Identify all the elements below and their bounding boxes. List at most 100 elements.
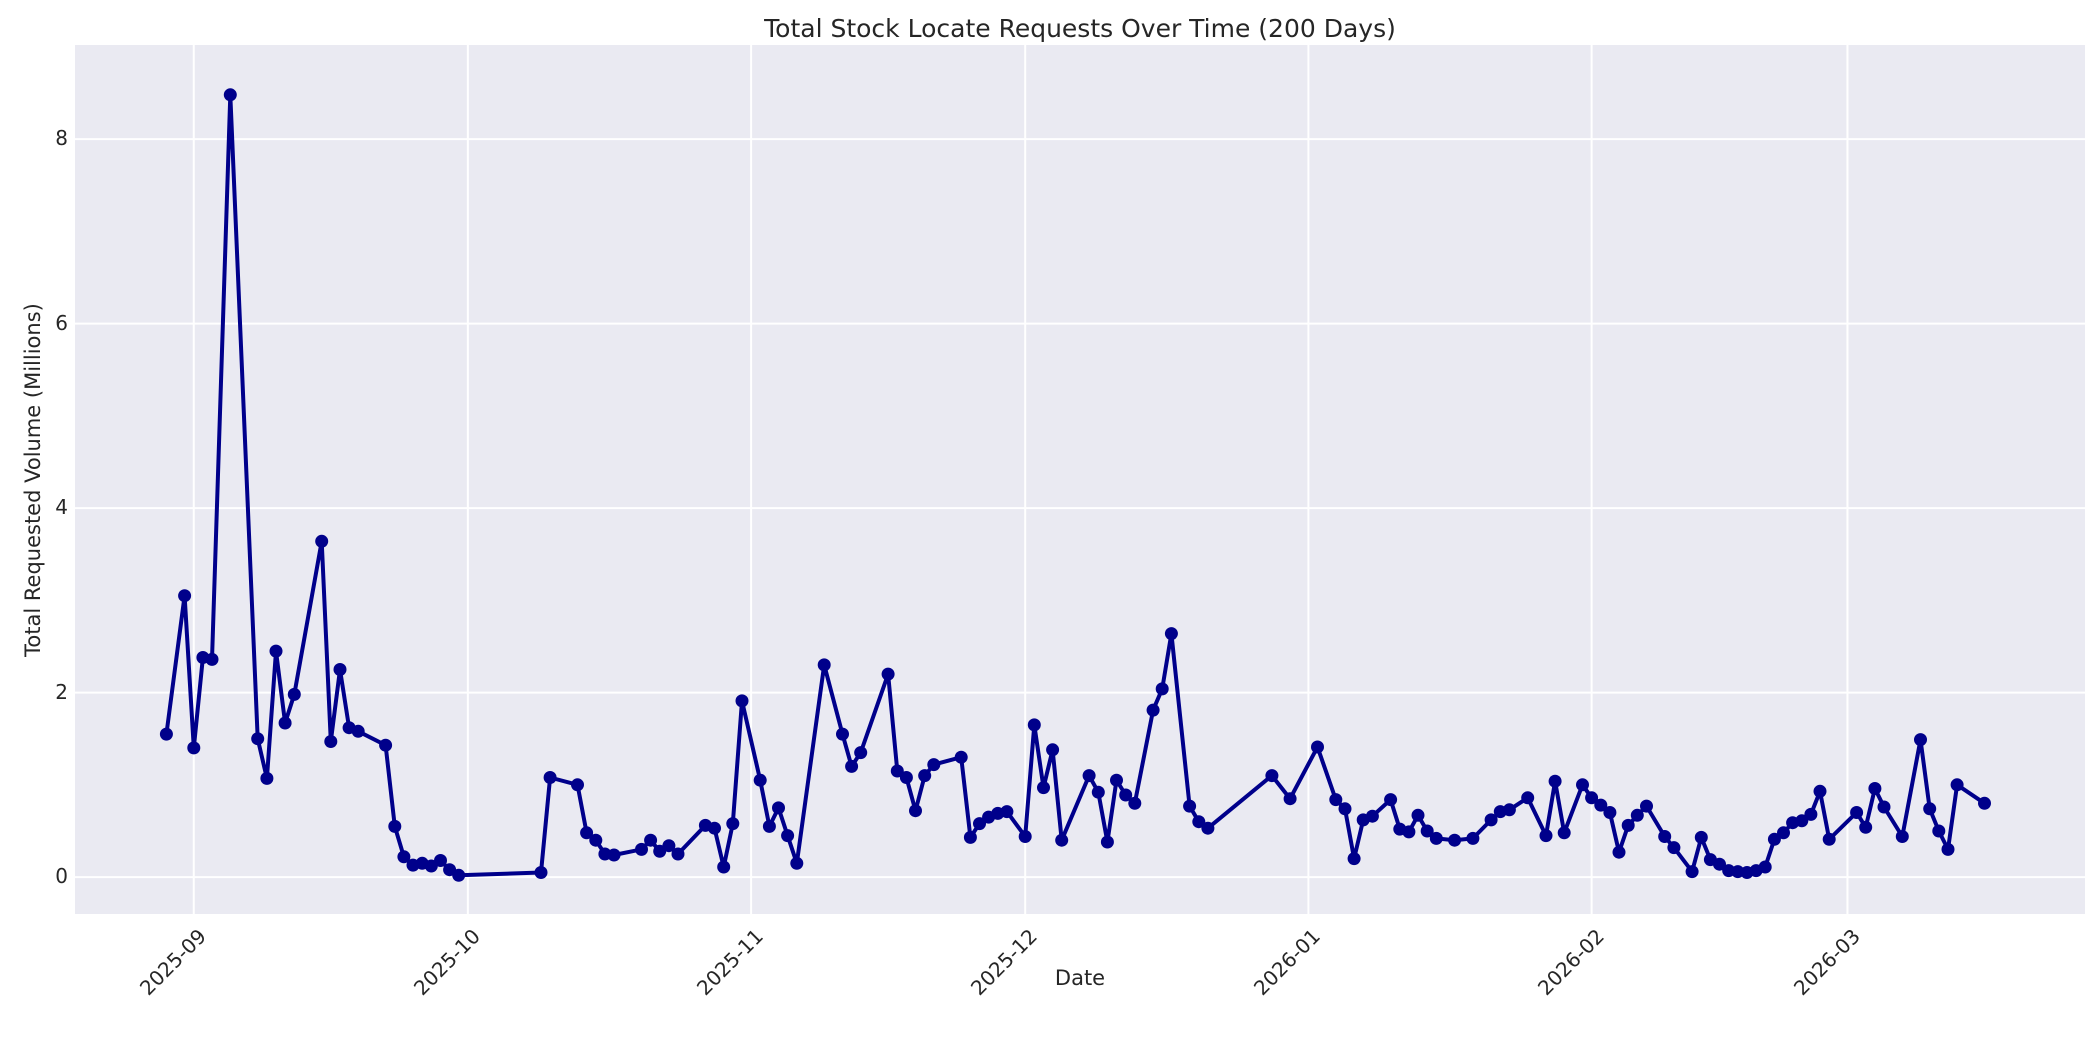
data-point-marker	[1027, 718, 1041, 732]
data-point-marker	[251, 732, 265, 746]
data-point-marker	[644, 833, 658, 847]
data-point-marker	[708, 821, 721, 835]
data-point-marker	[178, 589, 192, 603]
data-point-marker	[278, 716, 292, 730]
data-point-marker	[781, 829, 795, 843]
data-point-marker	[1658, 830, 1672, 843]
data-point-marker	[589, 833, 603, 847]
data-point-marker	[1128, 796, 1142, 810]
data-point-marker	[753, 773, 767, 787]
data-point-marker	[1777, 826, 1790, 840]
data-point-marker	[918, 769, 932, 783]
data-point-marker	[543, 771, 557, 784]
data-point-marker	[973, 817, 986, 831]
data-point-marker	[1795, 814, 1809, 828]
data-point-marker	[890, 764, 904, 778]
data-point-marker	[836, 727, 849, 741]
data-point-marker	[1612, 845, 1626, 859]
data-point-marker	[1338, 802, 1352, 816]
data-point-marker	[1283, 792, 1297, 806]
data-point-marker	[1411, 808, 1425, 822]
data-point-marker	[1685, 865, 1699, 879]
y-tick-label: 4	[55, 494, 68, 519]
data-point-marker	[388, 819, 402, 833]
data-point-marker	[1384, 793, 1398, 807]
data-point-marker	[1585, 791, 1599, 805]
y-tick-label: 0	[55, 863, 68, 888]
data-point-marker	[1630, 808, 1644, 822]
data-point-marker	[790, 856, 804, 870]
data-point-marker	[1950, 778, 1964, 792]
data-point-marker	[1429, 831, 1443, 845]
data-point-marker	[899, 771, 913, 784]
data-point-marker	[1192, 815, 1206, 829]
data-point-marker	[260, 771, 274, 785]
data-point-marker	[1000, 805, 1014, 819]
y-tick-label: 2	[55, 679, 68, 704]
data-point-marker	[1713, 857, 1726, 871]
data-point-marker	[1850, 806, 1864, 819]
data-point-marker	[1402, 825, 1416, 839]
data-point-marker	[1539, 829, 1553, 843]
data-point-marker	[287, 687, 301, 701]
data-point-marker	[671, 847, 685, 861]
data-point-marker	[845, 759, 859, 773]
data-point-marker	[223, 88, 237, 102]
data-point-marker	[1914, 733, 1927, 747]
data-point-marker	[1055, 833, 1069, 847]
data-point-marker	[1420, 824, 1434, 838]
data-point-marker	[762, 819, 776, 833]
data-point-marker	[1183, 799, 1197, 813]
data-point-marker	[1502, 803, 1516, 817]
data-point-marker	[1521, 791, 1535, 805]
data-point-marker	[1265, 769, 1279, 783]
data-point-marker	[1667, 841, 1681, 855]
data-point-marker	[205, 652, 219, 666]
data-point-marker	[1329, 793, 1343, 807]
y-tick-label: 8	[55, 125, 68, 150]
data-point-marker	[1804, 807, 1818, 821]
data-point-marker	[1557, 826, 1571, 840]
data-point-marker	[1640, 799, 1653, 813]
data-point-marker	[1091, 785, 1105, 799]
data-point-marker	[735, 694, 749, 708]
data-point-marker	[726, 817, 740, 831]
data-point-marker	[1119, 788, 1133, 802]
y-axis-label: Total Requested Volume (Millions)	[21, 303, 45, 657]
data-point-marker	[1813, 784, 1827, 798]
data-point-marker	[1082, 769, 1096, 783]
data-point-marker	[1155, 682, 1169, 696]
data-point-marker	[1164, 627, 1178, 641]
data-point-marker	[1758, 860, 1772, 874]
data-point-marker	[881, 667, 895, 681]
data-point-marker	[1694, 830, 1708, 844]
data-point-marker	[324, 735, 338, 748]
data-point-marker	[1941, 842, 1955, 856]
data-point-marker	[1978, 796, 1991, 810]
y-tick-label: 6	[55, 310, 68, 335]
data-point-marker	[1347, 852, 1361, 866]
data-point-marker	[1201, 821, 1215, 835]
data-point-marker	[315, 534, 329, 548]
data-point-marker	[1365, 809, 1379, 823]
data-point-marker	[1859, 820, 1873, 834]
data-point-marker	[635, 842, 648, 856]
data-point-marker	[1822, 832, 1836, 846]
data-point-marker	[1621, 818, 1635, 832]
data-point-marker	[1100, 835, 1114, 849]
data-point-marker	[1603, 806, 1617, 819]
data-point-marker	[909, 804, 922, 818]
data-point-marker	[269, 644, 283, 658]
data-point-marker	[534, 866, 548, 879]
data-point-marker	[1046, 743, 1060, 757]
data-point-marker	[159, 727, 173, 741]
data-point-marker	[954, 750, 968, 764]
data-point-marker	[1110, 773, 1123, 787]
data-point-marker	[580, 826, 594, 840]
data-point-marker	[1868, 782, 1882, 795]
data-point-marker	[1594, 798, 1608, 812]
plot-background	[75, 45, 2085, 914]
data-point-marker	[1767, 832, 1781, 846]
data-point-marker	[1018, 830, 1032, 843]
